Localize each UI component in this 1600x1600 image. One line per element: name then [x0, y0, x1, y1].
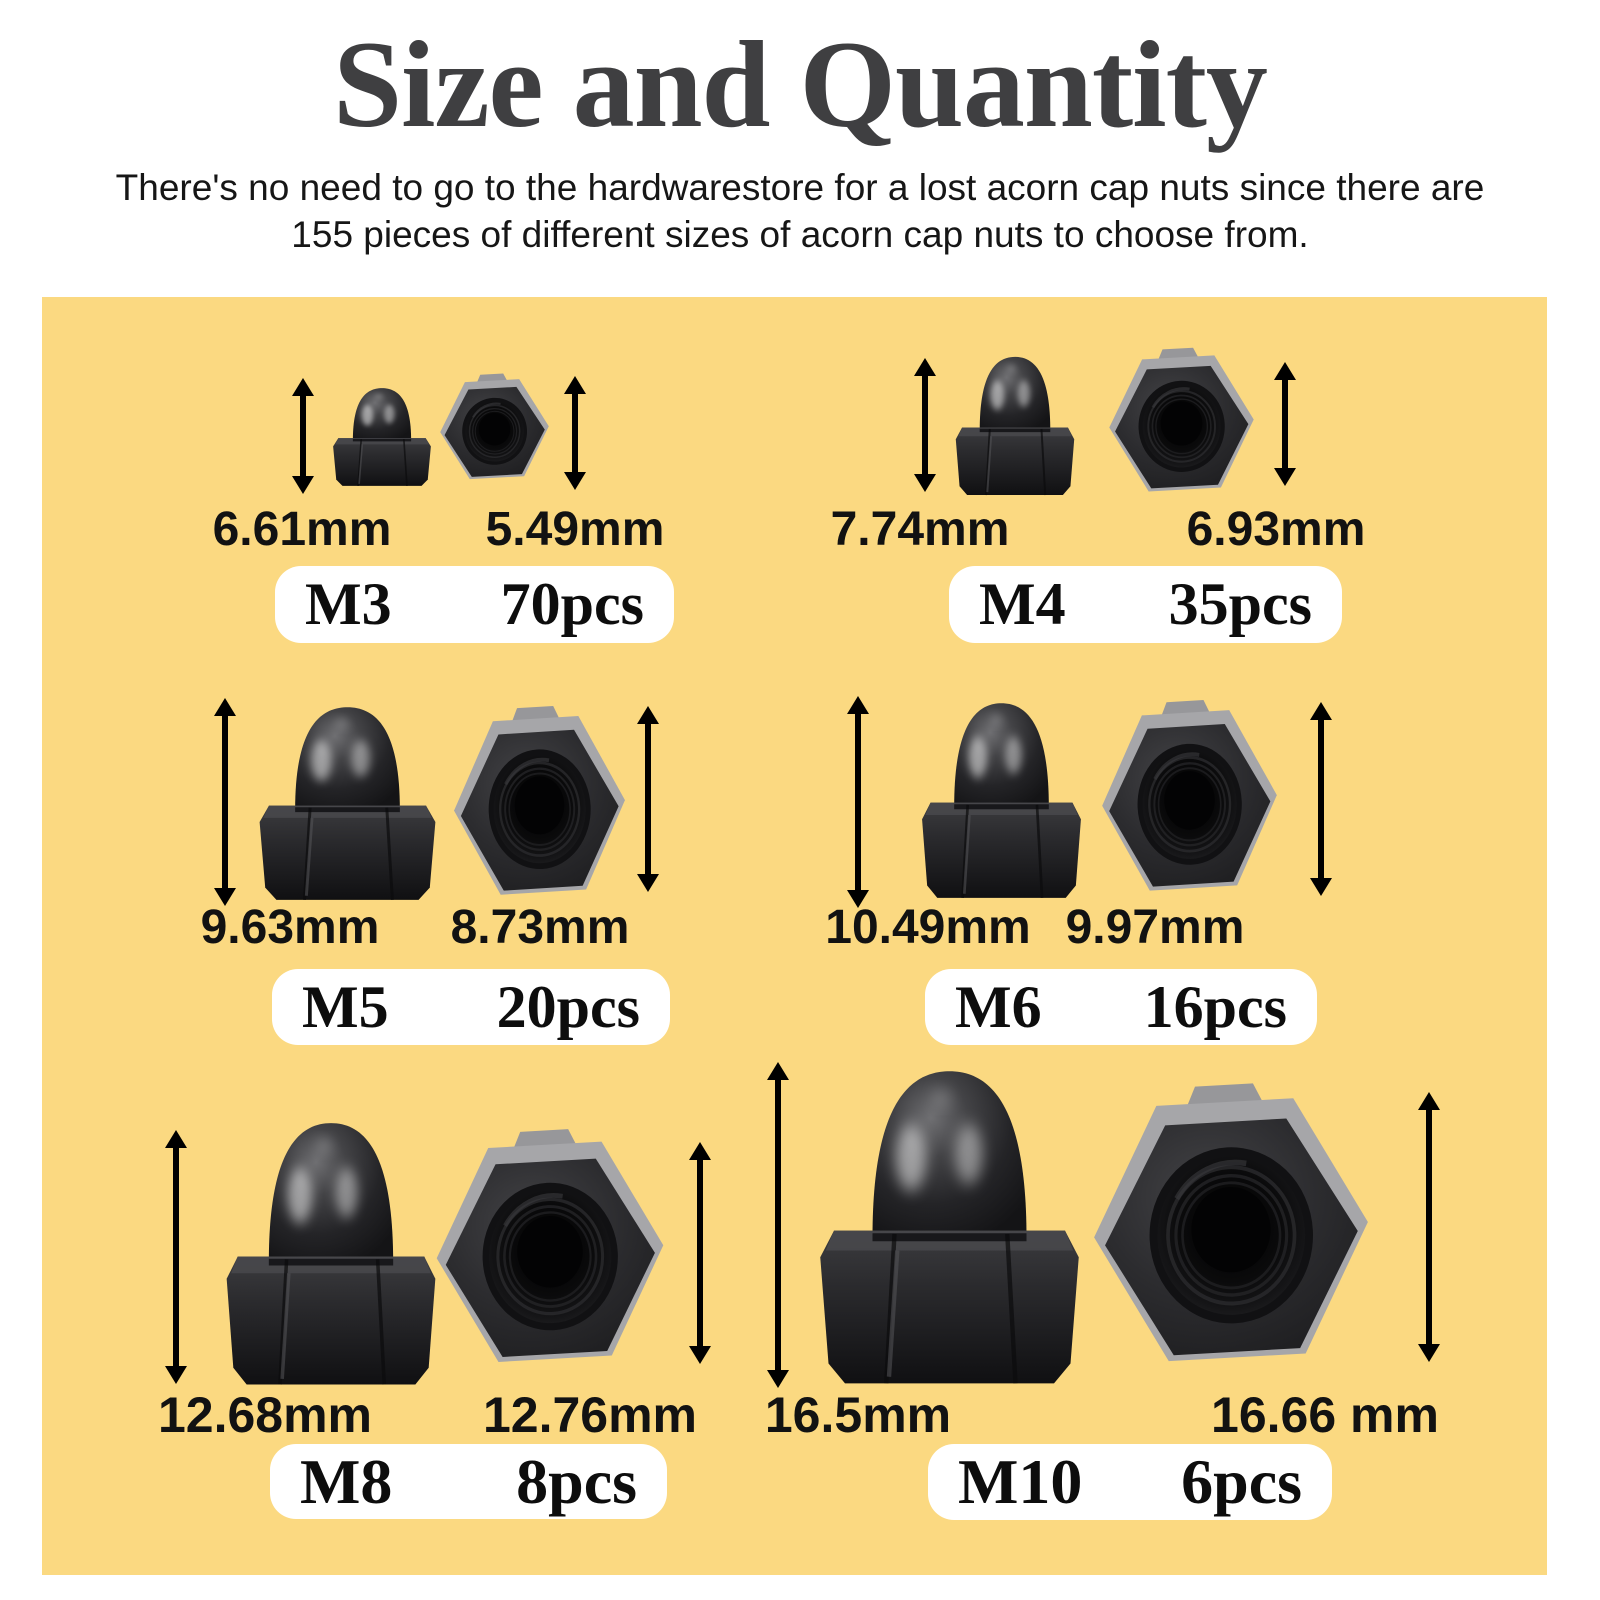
size-quantity-badge: M5 20pcs [272, 969, 670, 1045]
size-label: M6 [955, 973, 1042, 1040]
cap-nut-side-view-photo [812, 1058, 1087, 1390]
width-dimension-arrow [1426, 1108, 1432, 1346]
height-dimension-arrow [922, 374, 928, 476]
height-measurement-label: 16.5mm [764, 1387, 952, 1443]
height-dimension-arrow [775, 1078, 781, 1372]
size-quantity-badge: M3 70pcs [275, 566, 674, 643]
height-measurement-label: 10.49mm [825, 901, 1031, 954]
width-measurement-label: 16.66 mm [1211, 1387, 1439, 1443]
width-dimension-arrow [645, 722, 651, 876]
width-dimension-arrow [572, 392, 578, 474]
height-measurement-label: 12.68mm [157, 1387, 373, 1443]
height-measurement-label: 9.63mm [200, 901, 380, 954]
width-measurement-label: 9.97mm [1065, 901, 1245, 954]
size-quantity-badge: M8 8pcs [270, 1444, 667, 1519]
width-measurement-label: 5.49mm [485, 503, 665, 556]
height-measurement-label: 7.74mm [830, 503, 1010, 556]
size-quantity-badge: M10 6pcs [928, 1444, 1332, 1520]
size-quantity-badge: M4 35pcs [949, 566, 1342, 643]
quantity-label: 6pcs [1181, 1446, 1302, 1517]
width-measurement-label: 8.73mm [450, 901, 630, 954]
quantity-label: 20pcs [496, 973, 640, 1040]
height-dimension-arrow [222, 714, 228, 890]
subtitle-line-1: There's no need to go to the hardwaresto… [115, 167, 1485, 208]
width-measurement-label: 12.76mm [482, 1387, 698, 1443]
cap-nut-bottom-view-photo [1086, 1082, 1376, 1366]
page-title: Size and Quantity [333, 16, 1268, 153]
quantity-label: 35pcs [1168, 571, 1312, 637]
width-measurement-label: 6.93mm [1186, 503, 1366, 556]
height-dimension-arrow [300, 394, 306, 478]
size-label: M4 [979, 571, 1066, 637]
quantity-label: 16pcs [1143, 973, 1287, 1040]
width-dimension-arrow [1282, 378, 1288, 470]
size-quantity-badge: M6 16pcs [925, 969, 1317, 1045]
quantity-label: 8pcs [516, 1445, 637, 1517]
height-measurement-label: 6.61mm [212, 503, 392, 556]
width-dimension-arrow [697, 1158, 703, 1348]
size-label: M8 [300, 1445, 393, 1517]
height-dimension-arrow [855, 712, 861, 892]
width-dimension-arrow [1318, 718, 1324, 880]
subtitle-line-2: 155 pieces of different sizes of acorn c… [291, 214, 1309, 255]
height-dimension-arrow [173, 1146, 179, 1368]
subtitle: There's no need to go to the hardwaresto… [0, 164, 1600, 258]
size-label: M10 [958, 1446, 1083, 1517]
size-label: M3 [305, 571, 392, 637]
quantity-label: 70pcs [500, 571, 644, 637]
size-label: M5 [302, 973, 389, 1040]
